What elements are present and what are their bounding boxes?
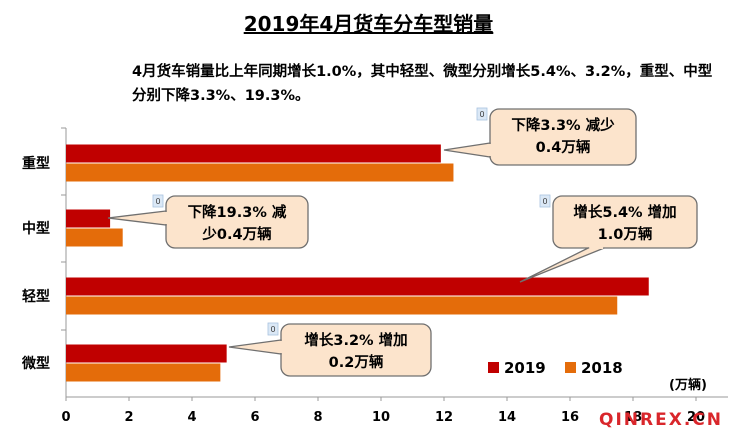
category-label: 轻型 <box>22 288 50 305</box>
callout-text: 增长3.2% 增加 <box>304 331 407 349</box>
callout-text: 0.2万辆 <box>329 353 384 371</box>
callout-text: 1.0万辆 <box>598 225 653 243</box>
chart-subtitle: 4月货车销量比上年同期增长1.0%，其中轻型、微型分别增长5.4%、3.2%，重… <box>132 64 713 104</box>
x-tick-label: 0 <box>61 410 70 425</box>
callout-text: 0.4万辆 <box>536 138 591 156</box>
x-tick-label: 10 <box>372 410 390 425</box>
x-tick-label: 6 <box>250 410 259 425</box>
chart-title: 2019年4月货车分车型销量 <box>243 12 494 36</box>
legend-swatch-2018 <box>565 362 576 373</box>
category-label: 微型 <box>21 355 50 372</box>
category-label: 中型 <box>22 220 50 237</box>
watermark: QINREX.CN <box>599 410 723 430</box>
bar-2018-中型 <box>66 228 123 247</box>
callout-marker <box>267 322 279 336</box>
callout-marker-label: 0 <box>155 197 160 206</box>
x-tick-label: 14 <box>498 410 516 425</box>
bar-2019-重型 <box>66 144 441 163</box>
callout-text: 下降19.3% 减 <box>188 203 287 221</box>
callout-text: 增长5.4% 增加 <box>573 203 676 221</box>
callout-marker <box>152 194 164 208</box>
legend-label: 2019 <box>504 359 546 377</box>
callout-pointer <box>107 210 167 226</box>
callout-marker <box>539 194 551 208</box>
x-tick-label: 18 <box>624 410 642 425</box>
x-tick-label: 2 <box>124 410 133 425</box>
bar-2019-轻型 <box>66 277 649 296</box>
callout-pointer <box>443 142 491 158</box>
callout-pointer <box>228 339 282 355</box>
legend-swatch-2019 <box>488 362 499 373</box>
callout-box <box>552 195 698 249</box>
x-tick-label: 8 <box>313 410 322 425</box>
callout-box <box>489 108 637 166</box>
bar-2018-轻型 <box>66 296 618 315</box>
x-tick-label: 20 <box>687 410 705 425</box>
bar-2019-微型 <box>66 344 227 363</box>
callout-text: 少0.4万辆 <box>201 225 272 243</box>
callout-pointer <box>519 247 605 283</box>
legend-label: 2018 <box>581 359 623 377</box>
callout-text: 下降3.3% 减少 <box>511 116 615 134</box>
callout-marker-label: 0 <box>270 325 275 334</box>
callout-marker <box>476 107 488 121</box>
x-tick-label: 16 <box>561 410 579 425</box>
bar-2018-微型 <box>66 363 221 382</box>
bar-2018-重型 <box>66 163 454 182</box>
callout-marker-label: 0 <box>479 110 484 119</box>
category-label: 重型 <box>22 155 50 172</box>
unit-label: (万辆) <box>669 377 707 393</box>
x-tick-label: 12 <box>435 410 453 425</box>
callout-marker-label: 0 <box>542 197 547 206</box>
x-tick-label: 4 <box>187 410 196 425</box>
bar-2019-中型 <box>66 209 111 228</box>
